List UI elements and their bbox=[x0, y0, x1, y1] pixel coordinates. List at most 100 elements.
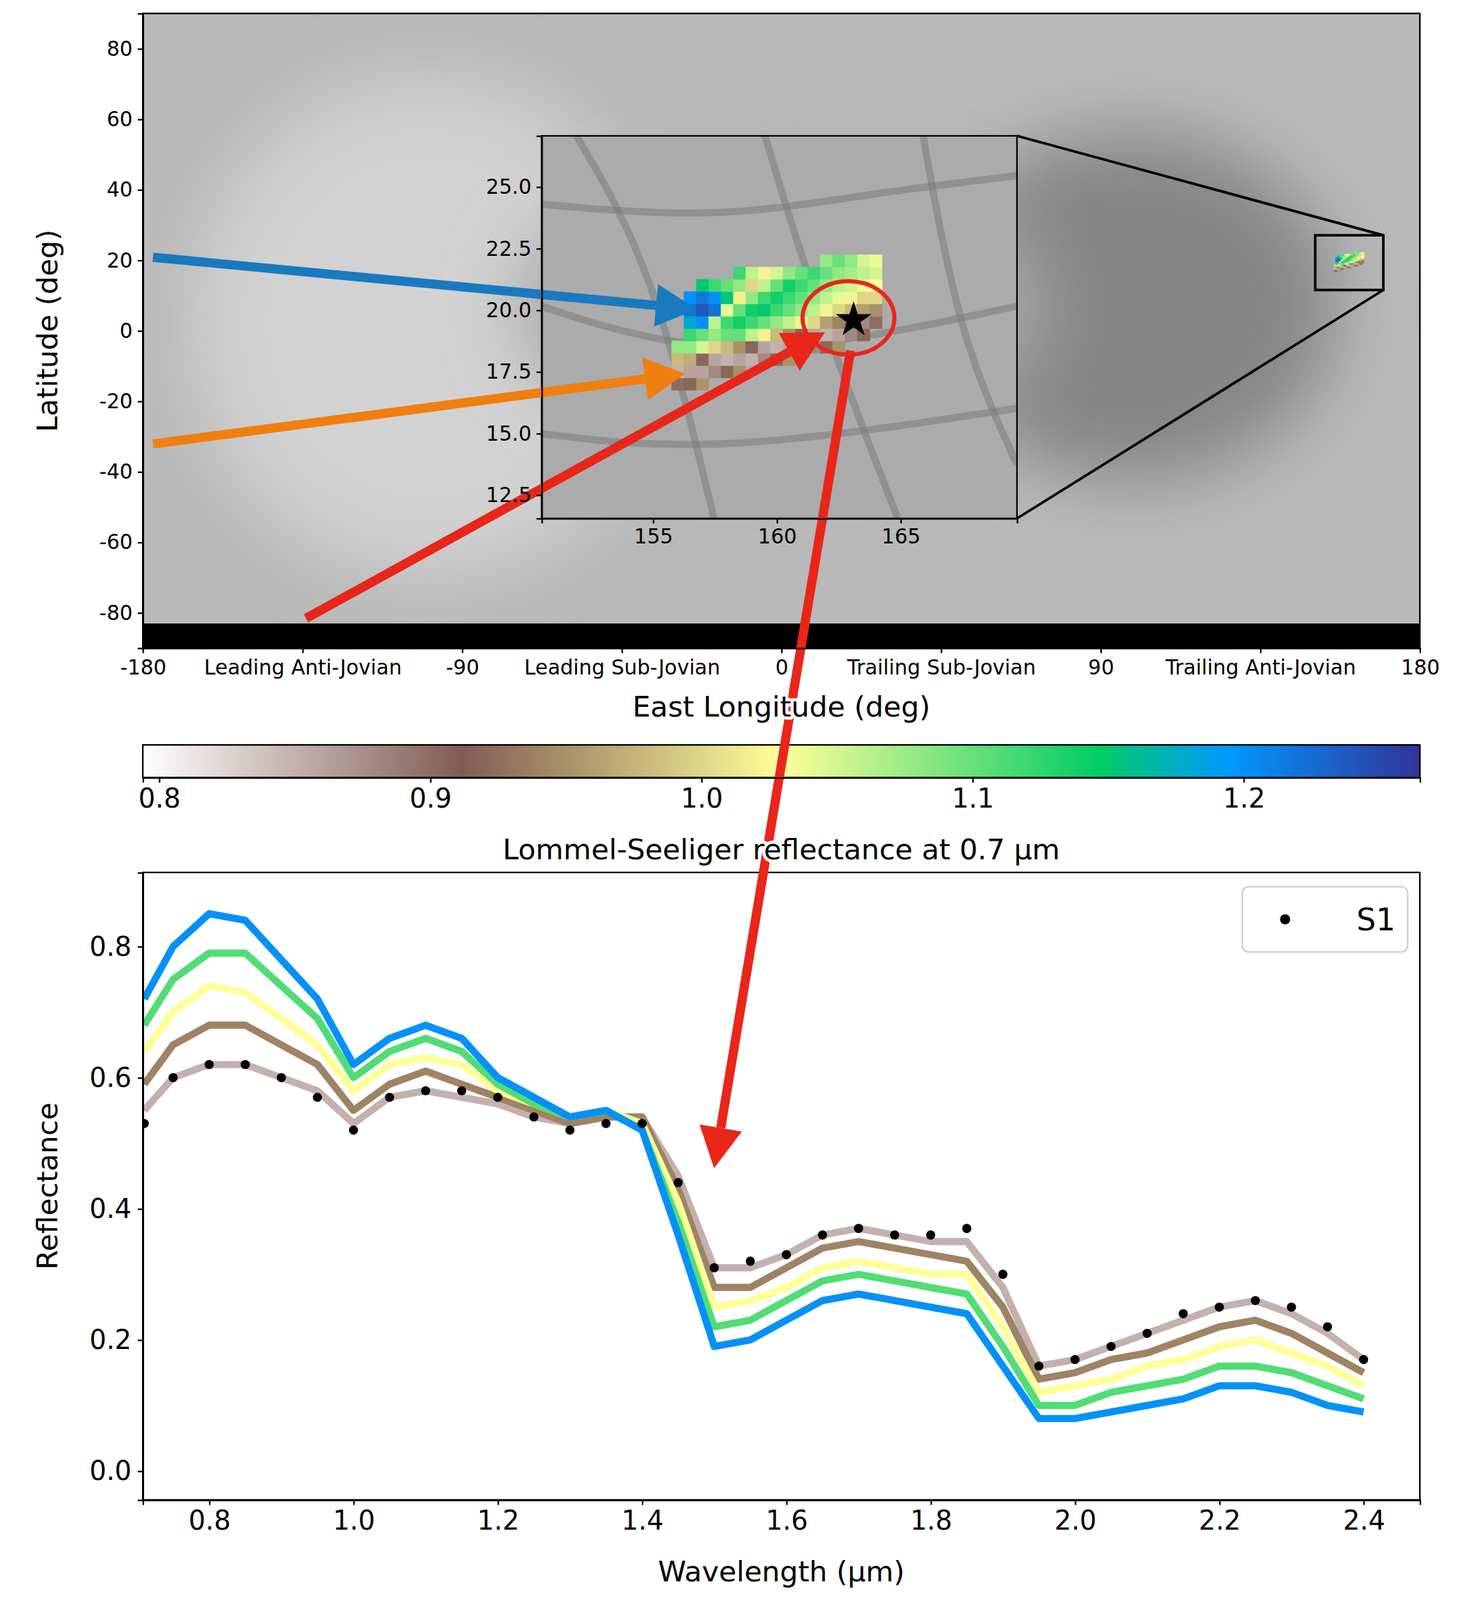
inset-y-axis-line bbox=[536, 136, 542, 520]
cell bbox=[1351, 262, 1354, 265]
cell bbox=[1337, 255, 1340, 258]
cell bbox=[1351, 253, 1354, 256]
map-x-axis-tick-label: Leading Sub-Jovian bbox=[524, 655, 720, 680]
inset-lineament bbox=[923, 135, 1018, 465]
arrow-shaft bbox=[720, 350, 851, 1128]
cell bbox=[1350, 253, 1353, 256]
inset-y-axis-tick-mark bbox=[536, 494, 542, 496]
map-y-axis-tick: 60 bbox=[106, 107, 143, 132]
cell bbox=[684, 291, 697, 305]
spectrum-line bbox=[144, 985, 1364, 1392]
cell bbox=[708, 316, 722, 329]
spectrum-point bbox=[926, 1230, 936, 1240]
spectrum-line bbox=[144, 1025, 1364, 1380]
spectra-x-axis-tick-mark bbox=[786, 1499, 788, 1505]
map-x-axis-tick-mark bbox=[302, 648, 304, 653]
inset-connector bbox=[1017, 135, 1384, 236]
cell bbox=[1348, 261, 1351, 264]
cell bbox=[1337, 262, 1340, 265]
cell bbox=[1350, 264, 1353, 267]
map-x-axis-tick: -180 bbox=[119, 648, 167, 680]
map-y-axis-tick: -20 bbox=[99, 389, 143, 414]
arrow-shaft bbox=[153, 257, 657, 306]
cell bbox=[696, 353, 709, 366]
cell bbox=[1337, 261, 1340, 264]
cell bbox=[1353, 259, 1356, 262]
map-y-axis-tick-mark bbox=[137, 330, 143, 332]
spectrum-point bbox=[348, 1125, 358, 1135]
cell bbox=[1341, 255, 1344, 258]
cell bbox=[1354, 259, 1358, 262]
colorbar-axis-tick-label: 1.1 bbox=[952, 782, 995, 814]
cell bbox=[1353, 255, 1356, 258]
cell bbox=[869, 266, 882, 280]
cell bbox=[795, 266, 809, 280]
cell bbox=[1357, 262, 1360, 265]
map-y-axis-tick-label: 20 bbox=[106, 248, 134, 273]
spectra-x-axis-tick: 1.4 bbox=[621, 1499, 664, 1537]
spectra-y-axis-tick-mark bbox=[137, 946, 143, 948]
cell bbox=[783, 316, 796, 329]
cell bbox=[844, 266, 858, 280]
cell bbox=[1345, 257, 1349, 260]
inset-x-axis-tick-mark bbox=[776, 518, 778, 524]
cell bbox=[1362, 257, 1365, 260]
cell bbox=[1342, 261, 1345, 264]
cell bbox=[721, 279, 734, 292]
location-marker bbox=[835, 301, 872, 336]
cell bbox=[1341, 262, 1344, 265]
map-x-axis-tick-label: 180 bbox=[1401, 655, 1440, 680]
cell bbox=[671, 353, 685, 366]
spectrum-point bbox=[240, 1059, 250, 1069]
arrow-head bbox=[699, 1124, 742, 1169]
map-y-axis-tick: 0 bbox=[119, 319, 143, 343]
map-y-axis-tick-label: -80 bbox=[99, 601, 133, 625]
colorbar-axis-tick-mark bbox=[701, 777, 703, 782]
cell bbox=[1353, 261, 1356, 264]
map-y-axis: -80-60-40-20020406080 bbox=[99, 13, 144, 649]
map-x-axis-tick-mark bbox=[461, 648, 464, 653]
cell bbox=[1360, 259, 1363, 262]
colorbar-axis-tick: 0.8 bbox=[138, 777, 181, 814]
cell bbox=[1358, 252, 1361, 255]
cell bbox=[1348, 262, 1351, 265]
cell bbox=[783, 279, 796, 292]
map-y-axis-tick: -60 bbox=[99, 530, 143, 554]
colorbar-axis-tick: 1.2 bbox=[1223, 777, 1266, 814]
spectrum-point bbox=[384, 1092, 394, 1102]
cell bbox=[733, 316, 747, 329]
cell bbox=[1350, 262, 1353, 265]
spectra-y-axis-tick-label: 0.0 bbox=[89, 1454, 132, 1486]
cell bbox=[1333, 269, 1336, 272]
inset-y-axis-tick: 12.5 bbox=[486, 483, 542, 507]
cell bbox=[1357, 259, 1360, 262]
colorbar-axis-tick: 0.9 bbox=[409, 777, 452, 814]
cell bbox=[721, 291, 734, 305]
spectra-y-axis-line bbox=[137, 872, 144, 1501]
map-y-axis-tick-mark bbox=[137, 471, 143, 474]
cell bbox=[721, 304, 734, 317]
cell bbox=[1357, 255, 1360, 258]
cell bbox=[1350, 261, 1353, 264]
cell bbox=[708, 353, 722, 366]
inset-y-axis-tick-label: 22.5 bbox=[486, 237, 532, 261]
inset-y-axis-tick-label: 15.0 bbox=[486, 422, 532, 446]
cell bbox=[1335, 257, 1338, 260]
inset-x-axis-tick-label: 160 bbox=[757, 524, 797, 549]
cell bbox=[1360, 253, 1363, 256]
cell bbox=[1333, 264, 1336, 267]
cell bbox=[1342, 268, 1345, 271]
cell bbox=[746, 304, 759, 317]
cell bbox=[696, 365, 709, 378]
spectra-x-title: Wavelength (µm) bbox=[657, 1554, 905, 1589]
cell bbox=[1353, 264, 1356, 267]
cell bbox=[1357, 261, 1360, 264]
map-x-axis-tick-label: Leading Anti-Jovian bbox=[204, 655, 403, 680]
cell bbox=[770, 279, 784, 292]
cell bbox=[1339, 268, 1342, 271]
spectrum-point bbox=[1286, 1302, 1296, 1312]
cell bbox=[708, 365, 722, 378]
cell bbox=[1354, 255, 1358, 258]
map-x-axis-tick: Leading Sub-Jovian bbox=[524, 648, 720, 680]
map-y-axis-tick-label: -40 bbox=[99, 459, 133, 484]
